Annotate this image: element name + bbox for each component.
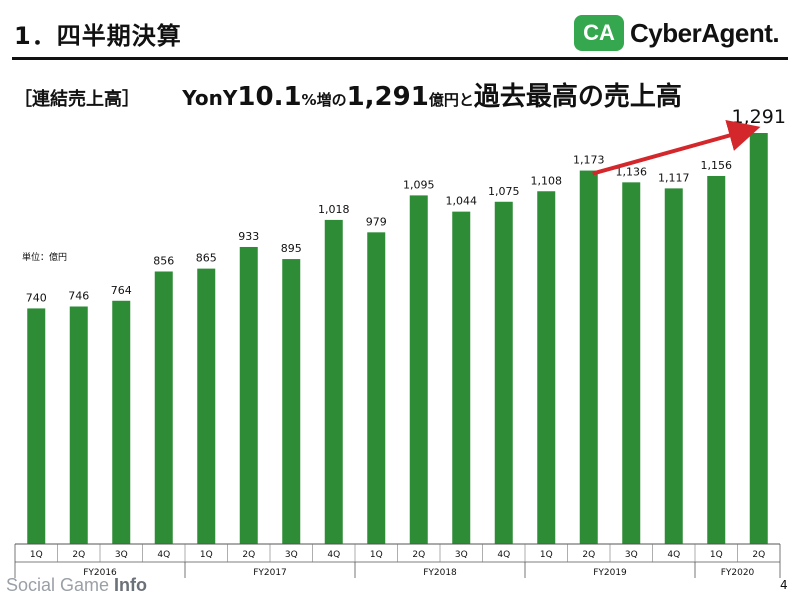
data-label-12: 1,108 [531,174,563,187]
quarter-label-3: 4Q [157,550,170,560]
logo-wordmark: CyberAgent. [630,18,780,48]
quarter-label-9: 2Q [412,550,425,560]
data-label-16: 1,156 [701,159,733,172]
chart-subheading: ［連結売上高］ YonY10.1%増の1,291億円と過去最高の売上高 [14,76,682,113]
data-label-13: 1,173 [573,154,605,167]
data-label-0: 740 [26,291,47,304]
data-label-3: 856 [153,254,174,267]
subheading-growth: 10.1 [237,82,302,112]
subheading-connector: と [458,91,474,109]
logo-mark: CA [574,15,624,51]
quarter-label-8: 1Q [370,550,383,560]
growth-arrow [592,120,761,176]
bar-14 [622,182,641,545]
bar-11 [494,201,513,544]
quarter-label-7: 4Q [327,550,340,560]
data-label-14: 1,136 [616,165,648,178]
data-label-15: 1,117 [658,171,690,184]
bar-8 [367,232,386,545]
data-label-7: 1,018 [318,203,350,216]
quarter-label-12: 1Q [540,550,553,560]
quarter-label-0: 1Q [30,550,43,560]
subheading-pct: % [301,91,317,109]
bar-2 [112,300,131,544]
subheading-yony: YonY [182,86,238,110]
bar-3 [154,271,173,544]
data-label-17: 1,291 [732,106,786,128]
quarter-label-1: 2Q [72,550,85,560]
bar-16 [707,175,726,544]
bar-1 [69,306,88,544]
bar-15 [664,188,683,544]
unit-label: 単位：億円 [22,253,68,263]
data-label-9: 1,095 [403,178,435,191]
watermark-part1: Social Game [6,575,115,595]
bar-13 [579,170,598,544]
subheading-tail: 過去最高の売上高 [473,82,682,112]
page-number: 4 [780,578,788,592]
subheading-amount: 1,291 [346,82,429,112]
quarter-label-17: 2Q [752,550,765,560]
subheading-increase: 増の [316,91,347,109]
year-label-4: FY2020 [721,568,755,578]
watermark-part2: Info [114,575,148,595]
data-label-2: 764 [111,284,132,297]
quarter-label-2: 3Q [115,550,128,560]
quarter-label-15: 4Q [667,550,680,560]
quarter-label-6: 3Q [285,550,298,560]
quarter-label-16: 1Q [710,550,723,560]
bar-7 [324,219,343,545]
watermark: Social Game Info [6,575,147,596]
data-label-1: 746 [68,290,89,303]
quarter-label-5: 2Q [242,550,255,560]
quarter-label-13: 2Q [582,550,595,560]
year-label-0: FY2016 [83,568,117,578]
title-divider [12,57,788,60]
bar-0 [27,308,46,544]
quarter-label-10: 3Q [455,550,468,560]
data-label-8: 979 [366,215,387,228]
data-label-5: 933 [238,230,259,243]
bar-4 [197,268,216,544]
bar-10 [452,211,471,544]
data-label-4: 865 [196,252,217,265]
bar-6 [282,259,301,544]
year-label-2: FY2018 [423,568,457,578]
data-label-6: 895 [281,242,302,255]
quarter-label-4: 1Q [200,550,213,560]
data-label-10: 1,044 [446,195,478,208]
bar-12 [537,191,556,544]
data-label-11: 1,075 [488,185,520,198]
quarter-label-14: 3Q [625,550,638,560]
quarter-label-11: 4Q [497,550,510,560]
subheading-bracket: ［連結売上高］ [14,89,140,110]
bar-17 [749,133,768,544]
year-label-1: FY2017 [253,568,287,578]
year-label-3: FY2019 [593,568,627,578]
subheading-unit: 億円 [428,91,459,109]
cyberagent-logo: CA CyberAgent. [574,15,790,55]
page-title: 1．四半期決算 [14,22,182,50]
bar-5 [239,246,258,545]
bar-9 [409,195,428,545]
